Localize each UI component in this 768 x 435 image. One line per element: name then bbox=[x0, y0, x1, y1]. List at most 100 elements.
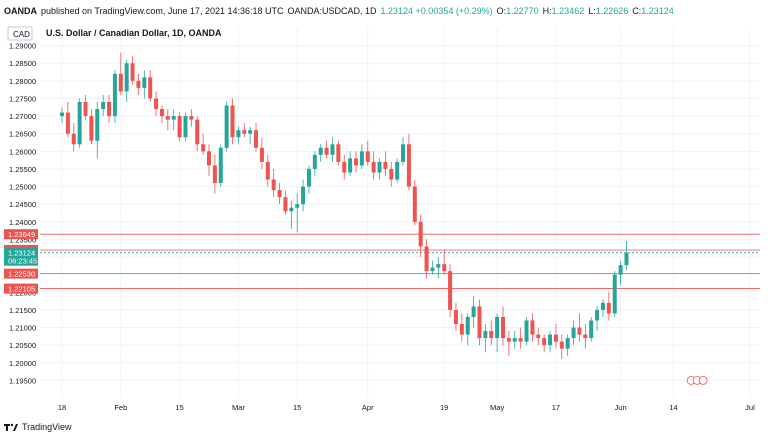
candle bbox=[583, 324, 588, 349]
y-tick-label: 1.27500 bbox=[9, 94, 36, 103]
candle bbox=[548, 331, 553, 353]
candle-body bbox=[124, 63, 129, 92]
currency-label: CAD bbox=[13, 30, 30, 39]
chart-title: U.S. Dollar / Canadian Dollar, 1D, OANDA bbox=[46, 28, 222, 38]
candle-body bbox=[471, 306, 476, 317]
close-label: C: bbox=[632, 6, 642, 16]
candle bbox=[606, 292, 611, 321]
candle bbox=[465, 313, 470, 346]
candle bbox=[442, 250, 447, 275]
candle-body bbox=[195, 119, 200, 145]
candle bbox=[130, 56, 135, 85]
chart-area[interactable]: 1.29000 1.28500 1.28000 1.27500 1.27000 1.265… bbox=[0, 22, 768, 414]
candle-body bbox=[571, 327, 576, 339]
candle-body bbox=[377, 161, 382, 173]
candle bbox=[348, 151, 353, 176]
candle-body bbox=[189, 116, 194, 120]
candle-body bbox=[348, 158, 353, 173]
candle-body bbox=[612, 274, 617, 314]
y-tick-label: 1.25500 bbox=[9, 165, 36, 174]
candle bbox=[189, 109, 194, 127]
candle bbox=[424, 239, 429, 279]
candle-body bbox=[271, 179, 276, 191]
candle-body bbox=[283, 197, 288, 212]
x-tick-label: Mar bbox=[232, 403, 245, 412]
candle-body bbox=[212, 165, 217, 184]
candle-body bbox=[530, 320, 535, 335]
candle-body bbox=[112, 73, 117, 117]
x-tick-label: 19 bbox=[440, 403, 448, 412]
candle bbox=[618, 260, 623, 286]
candle-body bbox=[277, 190, 282, 198]
candle-body bbox=[436, 264, 441, 268]
y-tick-label: 1.24500 bbox=[9, 200, 36, 209]
x-tick-label: Feb bbox=[114, 403, 127, 412]
candle bbox=[283, 190, 288, 215]
candle-body bbox=[324, 147, 329, 155]
y-tick-label: 1.23500 bbox=[9, 235, 36, 244]
last-price-badge-label: 1.23124 bbox=[8, 249, 35, 258]
candle-body bbox=[77, 102, 82, 145]
candle-body bbox=[424, 246, 429, 272]
candle-body bbox=[371, 161, 376, 173]
candle-body bbox=[624, 252, 629, 266]
candle bbox=[254, 123, 259, 152]
candle-body bbox=[224, 105, 229, 148]
level-badge-box bbox=[4, 283, 38, 294]
candle bbox=[289, 200, 294, 229]
candlestick-chart[interactable]: 1.29000 1.28500 1.28000 1.27500 1.27000 1.265… bbox=[0, 22, 768, 414]
event-flag-icon[interactable] bbox=[698, 375, 708, 385]
candle-body bbox=[83, 102, 88, 117]
candle bbox=[495, 313, 500, 353]
candle bbox=[559, 334, 564, 360]
candle-body bbox=[312, 154, 317, 169]
publisher-name: OANDA bbox=[4, 6, 37, 16]
low-label: L: bbox=[588, 6, 596, 16]
candle bbox=[195, 116, 200, 152]
candle bbox=[154, 91, 159, 117]
candle bbox=[389, 161, 394, 187]
candle bbox=[524, 316, 529, 346]
candle bbox=[89, 109, 94, 145]
x-tick-label: 17 bbox=[552, 403, 560, 412]
candle bbox=[565, 334, 570, 356]
candle bbox=[453, 302, 458, 332]
open-value: 1.22770 bbox=[506, 6, 539, 16]
candle-body bbox=[395, 161, 400, 180]
candle bbox=[542, 334, 547, 353]
candle bbox=[306, 165, 311, 194]
x-tick-label: 18 bbox=[58, 403, 66, 412]
candle-body bbox=[577, 327, 582, 335]
level-badge-box bbox=[4, 229, 38, 240]
candle-body bbox=[171, 116, 176, 120]
horizontal-levels bbox=[40, 233, 760, 289]
candle bbox=[600, 299, 605, 317]
candle-body bbox=[406, 144, 411, 187]
candle-body bbox=[583, 334, 588, 339]
candle bbox=[71, 123, 76, 152]
y-tick-label: 1.28000 bbox=[9, 77, 36, 86]
y-tick-label: 1.26500 bbox=[9, 130, 36, 139]
candle bbox=[371, 151, 376, 180]
published-header: OANDA published on TradingView.com, June… bbox=[0, 0, 768, 22]
candle-body bbox=[265, 161, 270, 180]
candle-body bbox=[107, 102, 112, 117]
candle bbox=[295, 193, 300, 233]
candle bbox=[336, 140, 341, 166]
candle bbox=[118, 52, 123, 95]
candle bbox=[77, 98, 82, 148]
candle-body bbox=[389, 168, 394, 180]
candle-body bbox=[95, 109, 100, 141]
candle bbox=[124, 59, 129, 102]
candle bbox=[142, 70, 147, 99]
candle-body bbox=[401, 144, 406, 162]
candle-body bbox=[495, 316, 500, 339]
candle-body bbox=[553, 334, 558, 342]
candle bbox=[112, 70, 117, 124]
candles bbox=[60, 52, 629, 360]
candle bbox=[101, 94, 106, 117]
y-tick-label: 1.29000 bbox=[9, 42, 36, 51]
candle-body bbox=[342, 161, 347, 173]
candle bbox=[512, 331, 517, 349]
candle bbox=[412, 179, 417, 226]
